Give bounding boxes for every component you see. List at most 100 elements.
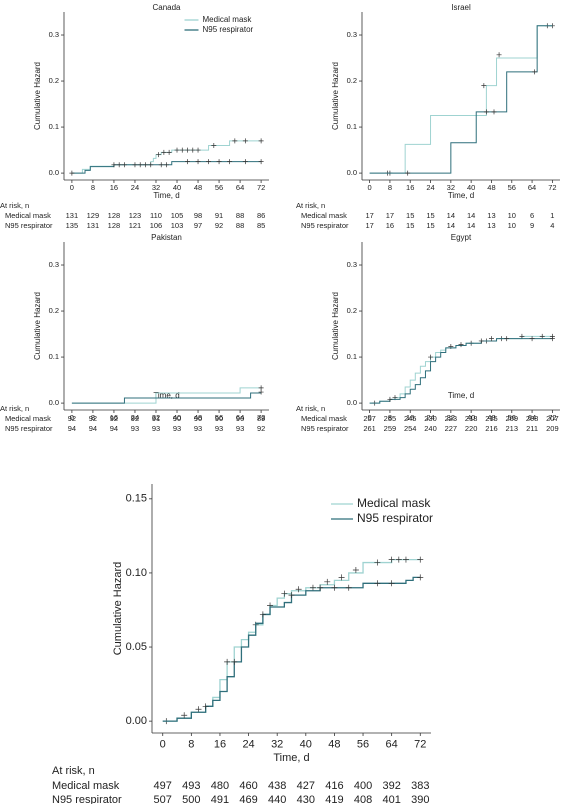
x-tick-label: 56 — [357, 738, 369, 750]
censor-mark — [181, 712, 188, 719]
censor-mark — [195, 706, 202, 713]
censor-mark — [258, 159, 264, 165]
censor-mark — [161, 149, 167, 155]
risk-count: 128 — [108, 221, 121, 230]
risk-count: 1 — [550, 211, 554, 220]
censor-mark — [549, 336, 555, 342]
risk-count: 92 — [131, 414, 139, 423]
survival-step — [71, 387, 262, 404]
censor-mark — [458, 342, 464, 348]
y-axis-label: Cumulative Hazard — [33, 62, 42, 130]
y-tick-label: 0.3 — [49, 260, 59, 269]
x-tick-label: 64 — [528, 413, 536, 422]
risk-count: 16 — [386, 221, 394, 230]
x-tick-label: 0 — [368, 183, 372, 192]
survival-step — [369, 25, 553, 174]
y-tick-label: 0.05 — [126, 641, 147, 653]
censor-mark — [324, 578, 331, 585]
risk-count: 10 — [508, 221, 516, 230]
risk-count: 10 — [508, 211, 516, 220]
censor-mark — [148, 162, 154, 168]
x-tick-label: 32 — [447, 183, 455, 192]
risk-count: 88 — [236, 221, 244, 230]
risk-count: 89 — [257, 414, 265, 423]
censor-mark — [345, 584, 352, 591]
risk-count: 408 — [354, 794, 372, 804]
x-tick-label: 0 — [368, 413, 372, 422]
censor-mark — [504, 336, 510, 342]
x-tick-label: 0 — [70, 413, 74, 422]
risk-count: 6 — [530, 211, 534, 220]
survival-step — [369, 338, 553, 404]
censor-mark — [164, 162, 169, 168]
censor-mark — [69, 170, 75, 176]
risk-count: 14 — [447, 211, 455, 220]
y-tick-label: 0.3 — [347, 260, 357, 269]
x-tick-label: 8 — [388, 413, 392, 422]
risk-count: 88 — [236, 211, 244, 220]
risk-row-label: Medical mask — [5, 414, 51, 423]
x-tick-label: 24 — [242, 738, 254, 750]
legend-label: Medical mask — [203, 15, 253, 24]
censor-mark — [166, 149, 172, 155]
y-tick-label: 0.15 — [126, 493, 147, 505]
censor-mark — [206, 159, 212, 165]
x-tick-label: 16 — [214, 738, 226, 750]
censor-mark — [388, 556, 395, 563]
y-axis-label: Cumulative Hazard — [112, 562, 124, 656]
censor-mark — [519, 333, 525, 339]
y-tick-label: 0.1 — [347, 122, 357, 131]
censor-mark — [179, 147, 185, 153]
risk-count: 93 — [131, 424, 139, 433]
risk-count: 17 — [365, 211, 373, 220]
censor-mark — [232, 138, 238, 144]
risk-row-label: N95 respirator — [5, 221, 53, 230]
risk-count: 15 — [426, 211, 434, 220]
risk-count: 17 — [386, 211, 394, 220]
risk-count: 93 — [152, 424, 160, 433]
risk-count: 90 — [236, 414, 244, 423]
risk-row-label: Medical mask — [5, 211, 51, 220]
censor-mark — [317, 584, 324, 591]
risk-row-label: Medical mask — [301, 414, 347, 423]
y-tick-label: 0.2 — [49, 306, 59, 315]
censor-mark — [190, 147, 196, 153]
x-tick-label: 48 — [328, 738, 340, 750]
risk-count: 255 — [384, 414, 397, 423]
censor-mark — [529, 336, 535, 342]
censor-mark — [481, 83, 487, 89]
panel: 0.00 0.05 0.10 0.15 0 8 16 24 32 40 48 56 64 72 Time, … — [52, 484, 433, 804]
risk-row-label: N95 respirator — [5, 424, 53, 433]
risk-row-label: Medical mask — [52, 780, 120, 792]
x-tick-label: 32 — [271, 738, 283, 750]
censor-mark — [227, 159, 233, 165]
risk-count: 208 — [526, 414, 539, 423]
censor-mark — [331, 584, 338, 591]
censor-mark — [417, 574, 424, 581]
risk-count: 85 — [257, 221, 265, 230]
risk-count: 128 — [108, 211, 121, 220]
risk-count: 13 — [487, 221, 495, 230]
censor-mark — [288, 592, 295, 599]
censor-mark — [202, 703, 209, 710]
risk-count: 93 — [215, 424, 223, 433]
censor-mark — [488, 336, 494, 342]
risk-count: 211 — [526, 424, 538, 433]
risk-count: 94 — [68, 424, 76, 433]
risk-count: 430 — [297, 794, 315, 804]
x-tick-label: 64 — [528, 183, 536, 192]
risk-count: 13 — [487, 211, 495, 220]
x-tick-label: 16 — [110, 413, 118, 422]
x-tick-label: 72 — [257, 413, 265, 422]
censor-mark — [428, 354, 434, 360]
x-tick-label: 64 — [236, 183, 244, 192]
censor-mark — [258, 389, 264, 395]
panel-title: Israel — [451, 3, 471, 12]
x-axis-label: Time, d — [448, 191, 474, 200]
censor-mark — [483, 109, 489, 115]
risk-count: 245 — [404, 414, 417, 423]
panel: Canada 0.0 0.1 0.2 0.3 0 8 16 24 32 40 48 56 64 72 Time… — [0, 3, 269, 230]
censor-mark — [224, 658, 231, 665]
x-tick-label: 0 — [70, 183, 74, 192]
risk-count: 15 — [406, 221, 414, 230]
